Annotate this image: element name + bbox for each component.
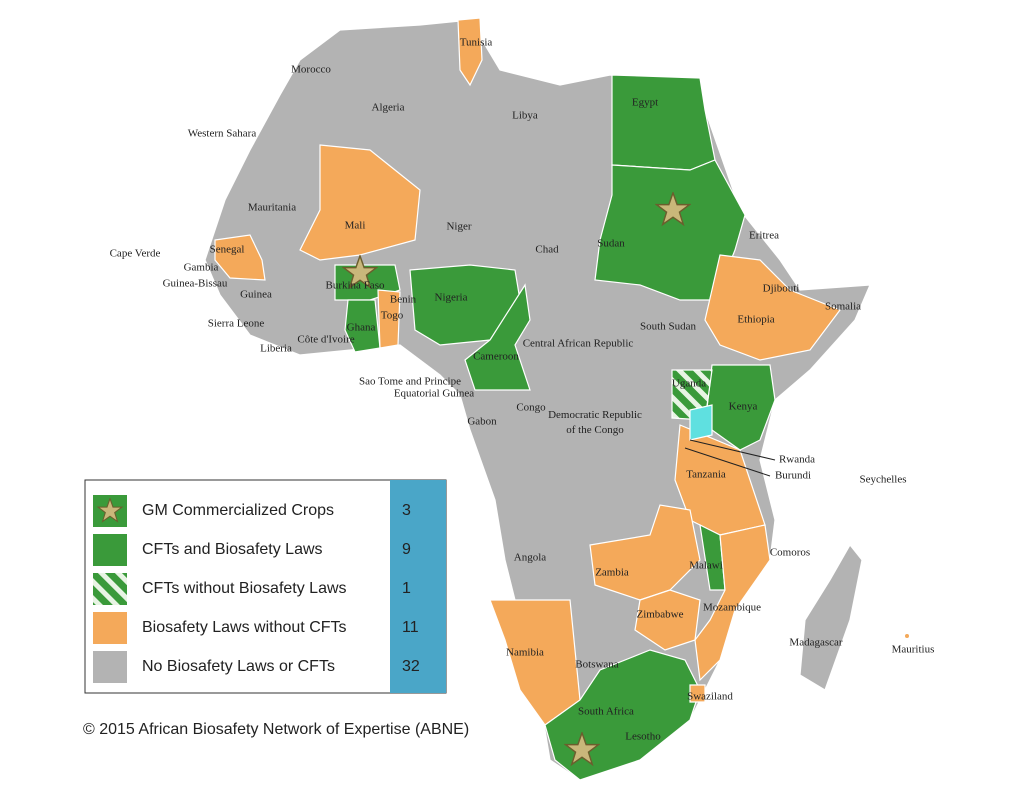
legend-count: 3	[402, 502, 411, 519]
legend-rows: GM Commercialized Crops 3 CFTs and Biosafe…	[93, 495, 420, 683]
country-label: Tanzania	[686, 469, 726, 481]
tunisia	[457, 17, 483, 87]
callout	[689, 439, 776, 461]
country-label: Burundi	[775, 470, 811, 482]
legend-box	[84, 479, 447, 694]
country-label: Sao Tome and Principe	[359, 376, 461, 388]
country-label: Liberia	[260, 343, 292, 355]
legend-label: No Biosafety Laws or CFTs	[142, 658, 335, 675]
country-label: Chad	[535, 244, 559, 256]
count-column	[390, 480, 446, 693]
country-label: Cape Verde	[110, 248, 161, 260]
legend-swatch	[93, 651, 127, 683]
legend-count: 11	[402, 619, 419, 636]
country-label: Seychelles	[859, 474, 906, 486]
cameroon	[464, 283, 531, 391]
country-label: Djibouti	[763, 283, 800, 295]
egypt	[611, 74, 716, 171]
country-label: Libya	[512, 110, 538, 122]
country-labels: Tunisia Morocco Algeria Libya Egypt Western S…	[110, 37, 935, 743]
country-label: Burkina Faso	[326, 280, 385, 292]
country-label: Nigeria	[435, 292, 468, 304]
country-label: Côte d'Ivoire	[297, 334, 354, 346]
namibia	[489, 599, 581, 726]
country-label: Sierra Leone	[208, 318, 265, 330]
country-label: Zambia	[595, 567, 629, 579]
legend-label: CFTs without Biosafety Laws	[142, 580, 347, 597]
legend: GM Commercialized Crops 3 CFTs and Biosafe…	[84, 479, 447, 694]
country-label: Sudan	[597, 238, 625, 250]
country-label: Ethiopia	[737, 314, 774, 326]
lake	[689, 404, 713, 441]
country-label: Congo	[516, 402, 546, 414]
mali	[299, 144, 421, 261]
mauritius	[905, 634, 909, 638]
legend-count: 32	[402, 658, 420, 675]
country-label: Mauritius	[892, 644, 935, 656]
benin-togo	[377, 289, 401, 349]
country-label: Uganda	[672, 378, 706, 390]
legend-swatch	[93, 612, 127, 644]
swaziland	[689, 684, 706, 703]
country-label: Namibia	[506, 647, 544, 659]
country-label: Zimbabwe	[636, 609, 683, 621]
country-label: South Sudan	[640, 321, 696, 333]
country-label: Central African Republic	[523, 338, 634, 350]
zimbabwe	[634, 589, 701, 651]
country-label: Comoros	[770, 547, 810, 559]
country-label: Somalia	[825, 301, 861, 313]
country-label: Morocco	[291, 64, 331, 76]
country-label: Mali	[345, 220, 366, 232]
country-label: Mozambique	[703, 602, 761, 614]
country-label: Kenya	[729, 401, 758, 413]
country-label: Guinea	[240, 289, 272, 301]
country-label: Lesotho	[625, 731, 661, 743]
legend-swatch	[93, 573, 127, 605]
country-label: Niger	[446, 221, 471, 233]
legend-label: GM Commercialized Crops	[142, 502, 334, 519]
country-label: Algeria	[372, 102, 405, 114]
country-label: Madagascar	[789, 637, 842, 649]
country-label: Egypt	[632, 97, 658, 109]
country-label: Gambia	[184, 262, 219, 274]
country-label: Ghana	[347, 322, 376, 334]
sudan	[594, 159, 746, 301]
country-label: Gabon	[467, 416, 497, 428]
legend-count: 1	[402, 580, 411, 597]
madagascar	[799, 543, 863, 691]
country-label: Togo	[381, 310, 404, 322]
legend-label: Biosafety Laws without CFTs	[142, 619, 347, 636]
country-label: Malawi	[689, 560, 723, 572]
zambia	[589, 504, 701, 601]
country-label: Rwanda	[779, 454, 815, 466]
country-label: Cameroon	[473, 351, 519, 363]
callout	[684, 447, 771, 477]
country-label: Angola	[514, 552, 547, 564]
country-label: Eritrea	[749, 230, 779, 242]
ghana	[344, 299, 381, 353]
legend-count: 9	[402, 541, 411, 558]
country-label: Botswana	[575, 659, 619, 671]
country-label: Western Sahara	[188, 128, 257, 140]
mozambique	[694, 524, 771, 682]
legend-label: CFTs and Biosafety Laws	[142, 541, 323, 558]
country-label: Swaziland	[687, 691, 733, 703]
country-label: Equatorial Guinea	[394, 388, 474, 400]
country-label: of the Congo	[566, 424, 624, 436]
ethiopia	[704, 254, 841, 361]
country-label: Senegal	[210, 244, 245, 256]
country-label: Benin	[390, 294, 417, 306]
country-label: Democratic Republic	[548, 409, 642, 421]
legend-swatch	[93, 534, 127, 566]
country-label: Mauritania	[248, 202, 296, 214]
copyright: © 2015 African Biosafety Network of Expe…	[83, 721, 469, 738]
country-label: Tunisia	[460, 37, 493, 49]
country-label: South Africa	[578, 706, 634, 718]
country-label: Guinea-Bissau	[163, 278, 228, 290]
senegal	[214, 234, 266, 281]
